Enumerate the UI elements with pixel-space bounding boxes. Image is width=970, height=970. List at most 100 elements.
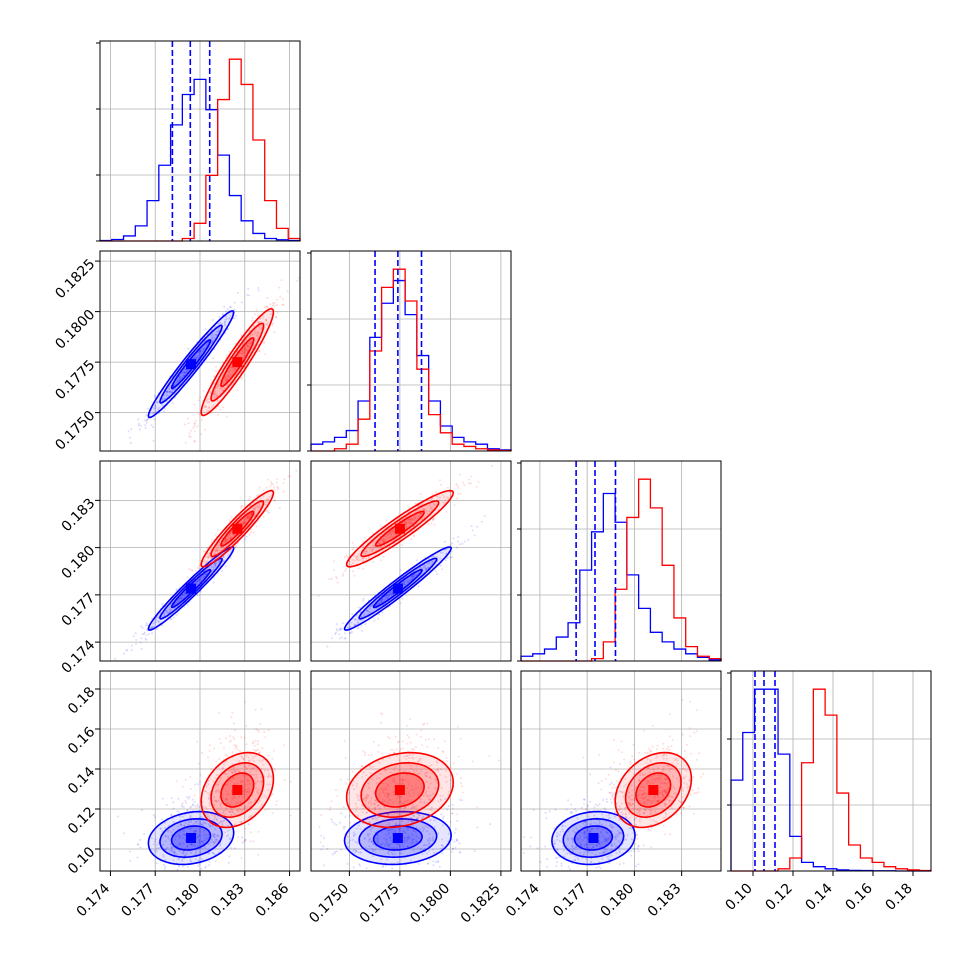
sample-point: [144, 427, 147, 429]
sample-point: [410, 538, 413, 541]
sample-point: [236, 389, 239, 392]
sample-point: [215, 334, 218, 337]
sample-point: [203, 550, 205, 553]
sample-point: [193, 423, 196, 425]
sample-point: [253, 332, 256, 335]
sample-point: [154, 406, 157, 409]
sample-point: [209, 831, 212, 834]
sample-point: [343, 827, 346, 830]
sample-point: [335, 823, 338, 826]
sample-point: [637, 845, 640, 848]
sample-point: [184, 423, 186, 426]
sample-point: [217, 413, 220, 416]
sample-point: [409, 718, 412, 720]
sample-point: [136, 856, 139, 859]
sample-point: [228, 370, 231, 373]
sample-point: [222, 313, 225, 315]
sample-point: [241, 352, 244, 355]
sample-point: [258, 350, 261, 353]
sample-point: [214, 860, 217, 863]
sample-point: [165, 393, 168, 396]
sample-point: [344, 834, 347, 837]
sample-point: [372, 740, 375, 743]
sample-point: [409, 741, 412, 744]
sample-point: [333, 850, 336, 853]
sample-point: [261, 746, 264, 749]
sample-point: [169, 390, 172, 393]
sample-point: [240, 301, 243, 304]
sample-point: [586, 803, 589, 806]
sample-point: [207, 756, 210, 759]
sample-point: [456, 819, 459, 822]
sample-point: [273, 331, 276, 334]
sample-point: [523, 836, 526, 839]
sample-point: [267, 729, 270, 732]
sample-point: [352, 866, 355, 869]
sample-point: [599, 867, 602, 870]
sample-point: [187, 422, 190, 425]
sample-point: [213, 396, 216, 399]
sample-point: [328, 578, 331, 580]
sample-point: [199, 349, 202, 352]
sample-point: [170, 618, 173, 620]
sample-point: [245, 338, 248, 341]
sample-point: [182, 865, 184, 868]
sample-point: [188, 568, 191, 571]
sample-point: [333, 822, 336, 825]
sample-point: [689, 752, 692, 755]
sample-point: [362, 599, 365, 602]
sample-point: [467, 478, 470, 481]
sample-point: [680, 812, 683, 815]
sample-point: [697, 787, 700, 790]
sample-point: [147, 407, 150, 410]
sample-point: [233, 366, 236, 369]
sample-point: [199, 780, 201, 783]
sample-point: [155, 862, 158, 865]
density-peak-series-1: [232, 357, 243, 368]
sample-point: [161, 797, 164, 800]
sample-point: [187, 348, 190, 350]
sample-point: [157, 401, 160, 404]
sample-point: [240, 857, 243, 860]
sample-point: [430, 522, 433, 525]
sample-point: [610, 801, 613, 804]
sample-point: [137, 843, 140, 846]
sample-point: [681, 698, 684, 701]
sample-point: [471, 529, 474, 532]
sample-point: [647, 828, 650, 831]
sample-point: [456, 484, 459, 487]
sample-point: [252, 742, 254, 745]
sample-point: [271, 324, 274, 327]
sample-point: [650, 846, 653, 849]
sample-point: [230, 716, 233, 719]
sample-point: [163, 410, 166, 413]
sample-point: [317, 595, 320, 598]
sample-point: [256, 338, 259, 341]
sample-point: [193, 439, 196, 442]
sample-point: [381, 752, 384, 755]
sample-point: [249, 840, 252, 843]
sample-point: [196, 355, 199, 358]
sample-point: [267, 306, 269, 309]
sample-point: [193, 357, 196, 359]
sample-point: [213, 375, 216, 377]
density-peak-series-0: [186, 583, 197, 594]
sample-point: [241, 836, 243, 839]
sample-point: [539, 860, 542, 863]
sample-point: [319, 841, 322, 844]
sample-point: [642, 844, 645, 847]
sample-point: [241, 350, 244, 353]
sample-point: [252, 531, 255, 534]
sample-point: [144, 637, 147, 640]
sample-point: [264, 353, 267, 356]
sample-point: [130, 644, 133, 647]
sample-point: [187, 797, 190, 800]
sample-point: [145, 634, 148, 636]
sample-point: [432, 864, 435, 867]
sample-point: [362, 750, 365, 753]
sample-point: [280, 279, 283, 282]
sample-point: [227, 317, 230, 320]
panel-1-1: [307, 250, 512, 452]
sample-point: [441, 568, 444, 571]
panel-3-0: 0.174 0.177 0.180 0.183 0.1860.100.120.140.1…: [65, 670, 301, 920]
